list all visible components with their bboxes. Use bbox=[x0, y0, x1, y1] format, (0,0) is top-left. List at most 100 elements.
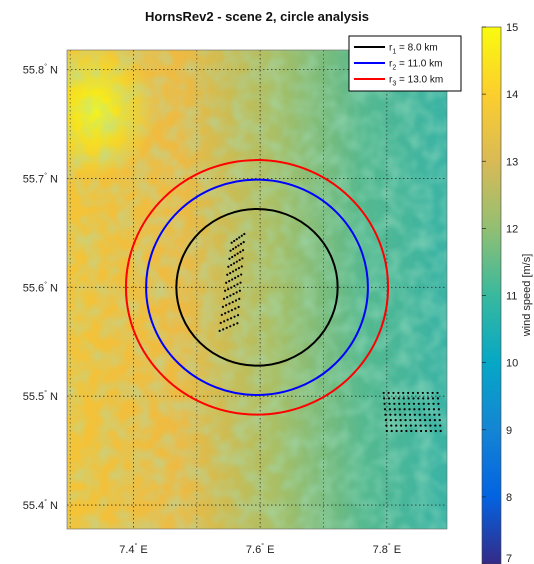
lat-tick-label: 55.5° N bbox=[23, 389, 58, 403]
turbine-marker bbox=[236, 283, 239, 286]
turbine-marker bbox=[227, 265, 230, 268]
turbine-marker bbox=[422, 397, 425, 400]
turbine-marker bbox=[241, 257, 244, 260]
lon-tick-label: 7.4° E bbox=[119, 542, 148, 556]
map-axes: 7.4° E 7.6° E 7.8° E 55.4° N 55.5° N 55.6° N… bbox=[23, 49, 448, 556]
turbine-marker bbox=[419, 424, 422, 427]
turbine-marker bbox=[400, 429, 403, 433]
turbine-marker bbox=[232, 323, 235, 326]
turbine-marker bbox=[228, 280, 231, 283]
turbine-marker bbox=[403, 413, 407, 416]
turbine-marker bbox=[239, 250, 242, 254]
turbine-marker bbox=[240, 265, 243, 268]
turbine-marker bbox=[385, 429, 388, 433]
colorbar-tick-label: 14 bbox=[506, 89, 518, 101]
lon-tick-label: 7.8° E bbox=[373, 542, 402, 556]
turbine-marker bbox=[224, 289, 227, 292]
turbine-marker bbox=[417, 397, 420, 400]
turbine-marker bbox=[433, 419, 436, 422]
turbine-marker bbox=[402, 397, 405, 400]
turbine-marker bbox=[384, 413, 387, 416]
turbine-marker bbox=[222, 297, 226, 300]
turbine-marker bbox=[436, 397, 440, 400]
turbine-marker bbox=[427, 397, 430, 400]
turbine-marker bbox=[402, 391, 405, 395]
turbine-marker bbox=[394, 413, 397, 416]
turbine-marker bbox=[230, 241, 233, 244]
colorbar-tick-label: 13 bbox=[506, 156, 518, 168]
turbine-marker bbox=[227, 288, 230, 291]
range-circle bbox=[175, 208, 339, 367]
turbine-marker bbox=[389, 413, 392, 416]
turbine-marker bbox=[232, 247, 235, 251]
turbine-marker bbox=[232, 262, 236, 265]
turbine-marker bbox=[434, 429, 437, 433]
turbine-marker bbox=[408, 413, 412, 416]
turbine-marker bbox=[226, 318, 229, 321]
legend-entry: r2 = 11.0 km bbox=[389, 59, 442, 72]
turbine-marker bbox=[404, 419, 407, 422]
turbine-marker bbox=[395, 429, 398, 433]
turbine-marker bbox=[427, 402, 430, 405]
colorbar-tick-label: 12 bbox=[506, 223, 518, 235]
map-frame bbox=[66, 49, 448, 530]
turbine-marker bbox=[388, 402, 391, 405]
lon-tick-label: 7.6° E bbox=[246, 542, 275, 556]
colorbar-tick-label: 11 bbox=[506, 291, 517, 303]
turbine-marker bbox=[222, 328, 225, 331]
turbine-marker bbox=[236, 252, 239, 255]
turbine-marker bbox=[230, 263, 233, 267]
turbine-marker bbox=[405, 429, 408, 433]
turbine-marker bbox=[225, 326, 228, 329]
turbine-marker bbox=[231, 278, 234, 281]
turbine-marker bbox=[411, 391, 415, 395]
turbine-marker bbox=[424, 424, 427, 427]
circle-legend: r1 = 8.0 km r2 = 11.0 km r3 = 13.0 km bbox=[348, 35, 462, 92]
turbine-marker bbox=[220, 313, 223, 316]
lat-tick-label: 55.6° N bbox=[23, 280, 58, 294]
turbine-marker bbox=[412, 397, 415, 400]
turbine-marker bbox=[229, 325, 232, 328]
turbine-marker bbox=[219, 321, 222, 324]
turbine-marker bbox=[229, 317, 233, 320]
turbine-marker bbox=[434, 424, 437, 427]
turbine-marker bbox=[233, 254, 237, 257]
turbine-marker bbox=[241, 249, 245, 252]
turbine-marker bbox=[437, 402, 440, 405]
turbine-marker bbox=[383, 402, 386, 405]
turbine-marker bbox=[393, 408, 396, 411]
turbine-marker bbox=[235, 291, 238, 294]
turbine-marker bbox=[383, 408, 387, 411]
turbine-marker bbox=[234, 307, 237, 310]
turbine-positions bbox=[218, 232, 442, 433]
turbine-marker bbox=[232, 292, 235, 296]
turbine-marker bbox=[231, 255, 234, 259]
lat-tick-label: 55.4° N bbox=[23, 498, 58, 512]
turbine-marker bbox=[398, 402, 401, 405]
range-circles bbox=[124, 159, 390, 416]
turbine-marker bbox=[417, 402, 420, 405]
turbine-marker bbox=[382, 391, 385, 395]
turbine-marker bbox=[224, 312, 227, 315]
turbine-marker bbox=[419, 429, 423, 433]
turbine-marker bbox=[409, 419, 412, 422]
turbine-marker bbox=[428, 413, 431, 416]
turbine-marker bbox=[223, 320, 226, 323]
turbine-marker bbox=[438, 419, 441, 422]
turbine-marker bbox=[237, 244, 240, 247]
turbine-marker bbox=[236, 314, 240, 317]
turbine-marker bbox=[416, 391, 420, 395]
turbine-marker bbox=[240, 273, 243, 276]
turbine-marker bbox=[413, 413, 416, 416]
colorbar-tick-label: 7 bbox=[506, 553, 512, 564]
turbine-marker bbox=[226, 273, 229, 276]
turbine-marker bbox=[392, 397, 396, 400]
colorbar-tick-label: 8 bbox=[506, 492, 512, 504]
turbine-marker bbox=[392, 391, 395, 395]
turbine-marker bbox=[429, 429, 432, 433]
turbine-marker bbox=[423, 408, 426, 411]
turbine-marker bbox=[238, 258, 241, 262]
turbine-marker bbox=[235, 238, 238, 241]
turbine-marker bbox=[431, 391, 434, 395]
